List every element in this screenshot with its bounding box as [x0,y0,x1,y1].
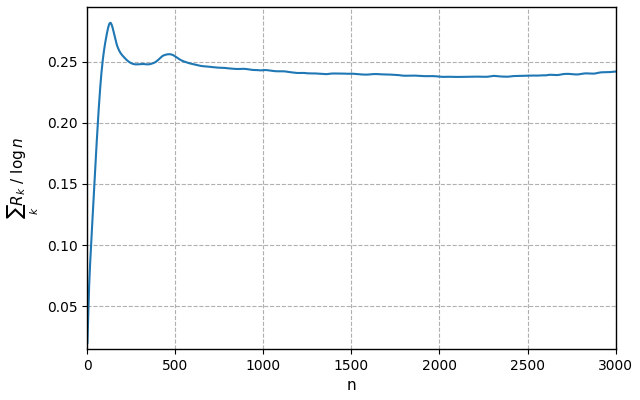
X-axis label: n: n [347,378,356,393]
Y-axis label: $\sum_k R_k$ / $\log n$: $\sum_k R_k$ / $\log n$ [7,137,41,219]
